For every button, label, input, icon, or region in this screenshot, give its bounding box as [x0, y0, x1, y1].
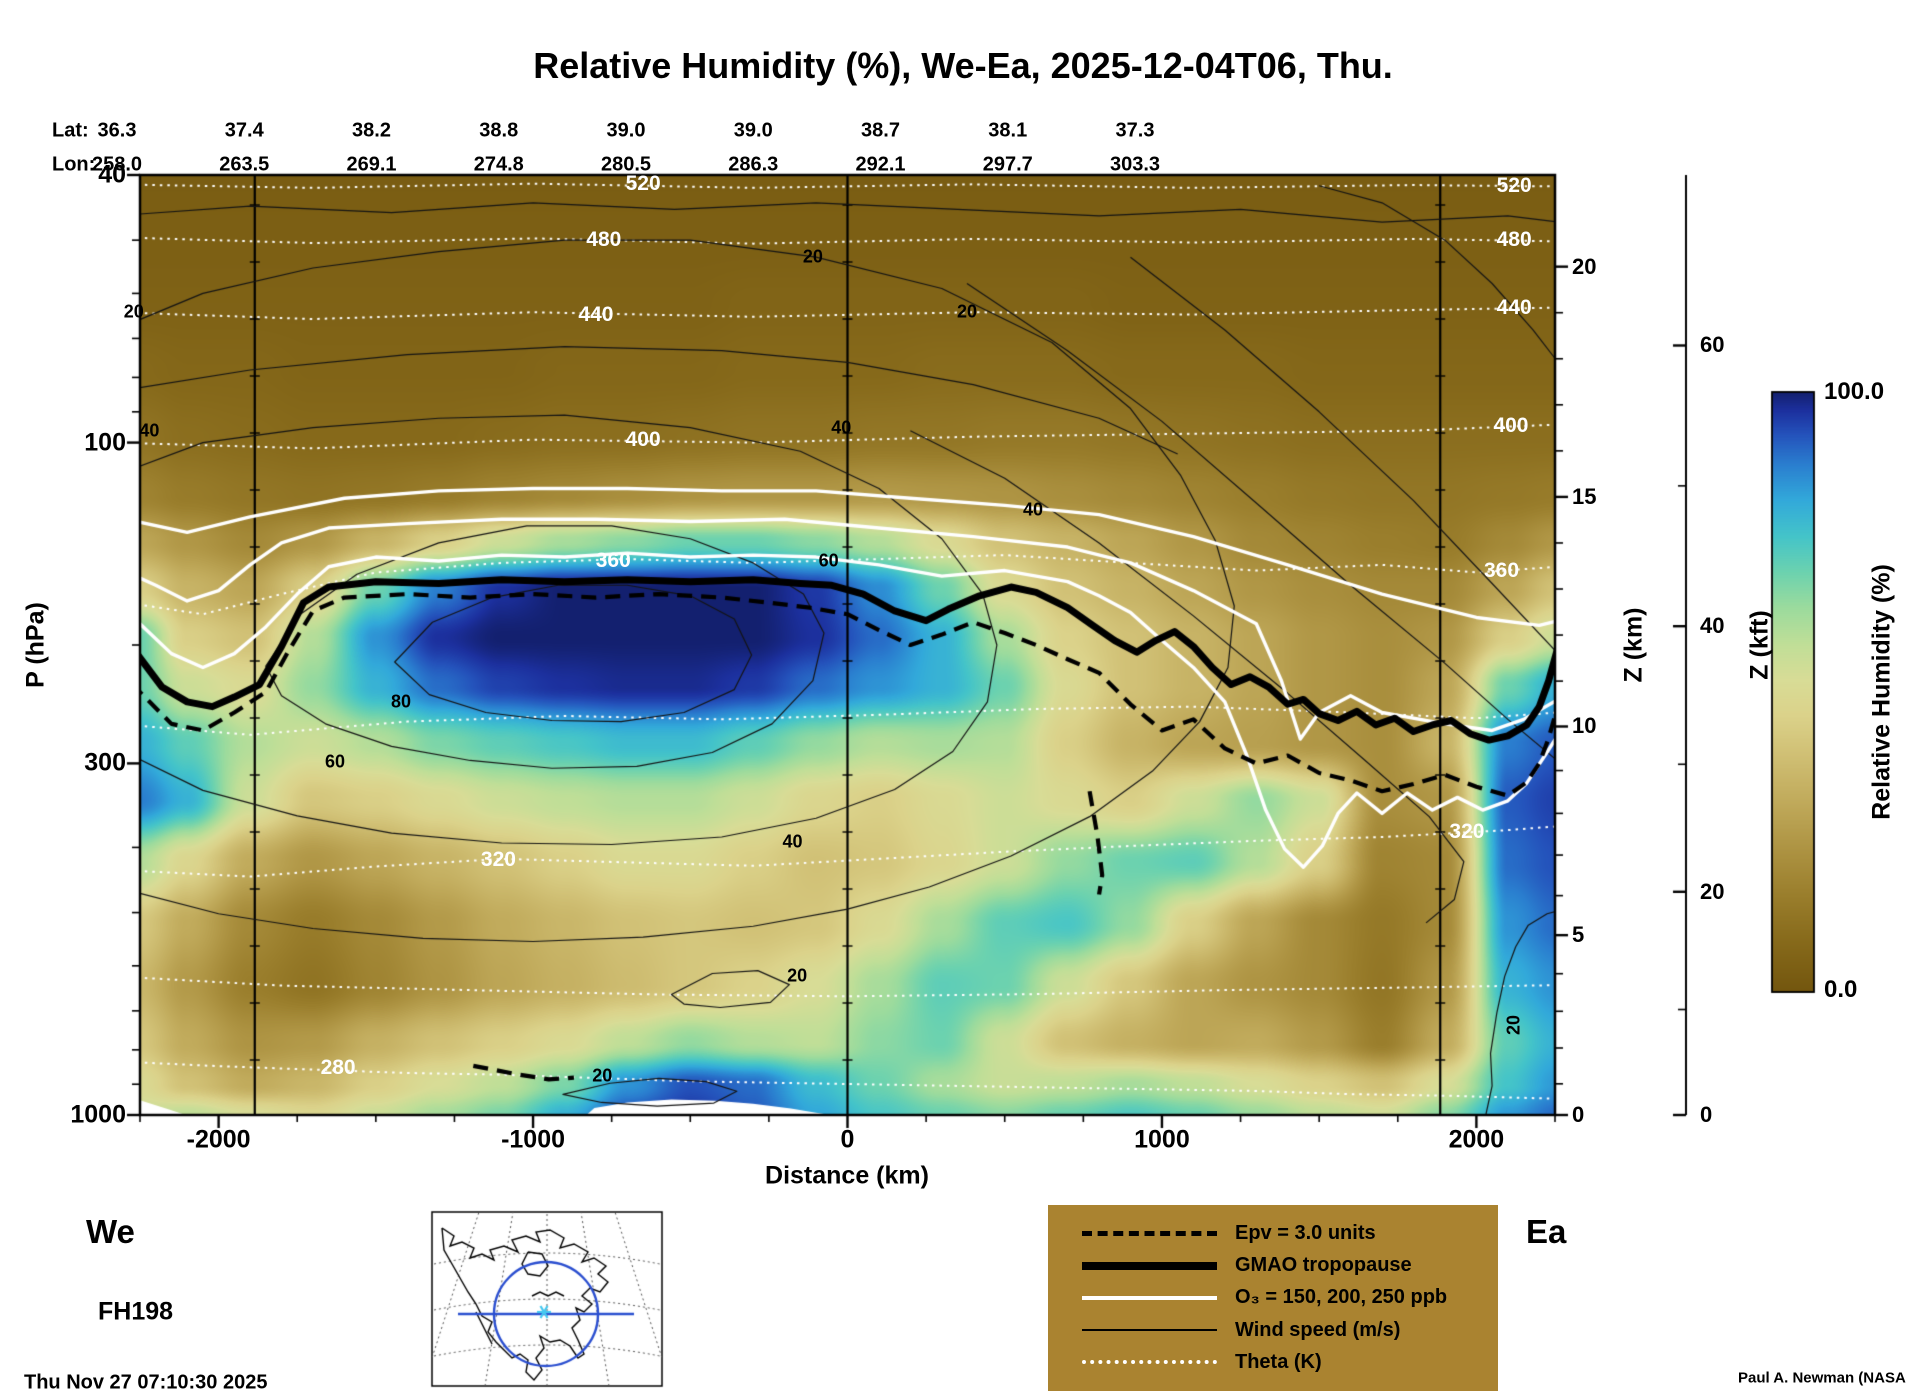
lon-value: 263.5: [219, 153, 270, 176]
lat-value: 37.3: [1115, 119, 1155, 142]
theta-contour-label: 520: [625, 172, 661, 196]
colorbar-max-label: 100.0: [1824, 378, 1885, 405]
pressure-axis-title: P (hPa): [21, 602, 50, 688]
theta-contour-label: 360: [595, 548, 631, 572]
wind-contour-label: 20: [956, 301, 977, 322]
legend-entry: Epv = 3.0 units: [1082, 1222, 1488, 1245]
lon-value: 303.3: [1109, 153, 1161, 176]
legend-line-sample-dashed-black: [1082, 1231, 1217, 1237]
zkm-axis-title: Z (km): [1619, 607, 1648, 683]
distance-tick-label: -2000: [186, 1125, 251, 1154]
distance-tick-label: 0: [840, 1125, 855, 1154]
legend-entry-label: O₃ = 150, 200, 250 ppb: [1235, 1286, 1448, 1309]
legend: Epv = 3.0 units GMAO tropopause O₃ = 150, …: [1048, 1205, 1498, 1391]
wind-contour-label: 20: [123, 301, 144, 322]
wind-contour-label: 80: [390, 691, 411, 712]
theta-contour-label: 400: [625, 427, 661, 451]
distance-axis-title: Distance (km): [765, 1161, 929, 1190]
wind-contour-label: 20: [592, 1065, 613, 1086]
pressure-tick-label: 1000: [70, 1100, 126, 1129]
wind-contour-label: 20: [1503, 1015, 1524, 1036]
wind-contour-label: 40: [139, 420, 160, 441]
figure-title: Relative Humidity (%), We-Ea, 2025-12-04…: [533, 45, 1393, 86]
legend-entry: Theta (K): [1082, 1351, 1488, 1374]
theta-contour-label: 320: [480, 848, 516, 872]
lat-value: 37.4: [224, 119, 264, 142]
zkft-tick-label: 20: [1700, 878, 1725, 904]
zkft-tick-label: 0: [1700, 1102, 1713, 1127]
wind-contour-label: 60: [324, 751, 345, 772]
east-endpoint-label: Ea: [1526, 1213, 1567, 1250]
zkm-tick-label: 0: [1572, 1102, 1585, 1127]
lon-value: 280.5: [600, 153, 652, 176]
legend-entry-label: Theta (K): [1235, 1350, 1322, 1373]
lon-axis-prefix: Lon:: [52, 153, 96, 176]
wind-contour-label: 20: [802, 246, 823, 267]
zkft-axis-title: Z (kft): [1745, 610, 1774, 680]
legend-entry: GMAO tropopause: [1082, 1254, 1488, 1277]
wind-contour-label: 20: [787, 965, 808, 986]
west-endpoint-label: We: [86, 1213, 135, 1250]
lat-value: 39.0: [606, 119, 646, 142]
lat-value: 38.1: [988, 119, 1028, 142]
zkm-tick-label: 20: [1572, 253, 1597, 279]
theta-contour-label: 360: [1484, 558, 1520, 582]
pressure-tick-label: 300: [84, 748, 126, 777]
wind-contour-label: 40: [831, 417, 852, 438]
zkm-tick-label: 10: [1572, 713, 1597, 739]
lat-value: 38.8: [479, 119, 519, 142]
theta-contour-label: 400: [1493, 414, 1529, 438]
distance-tick-label: -1000: [501, 1125, 566, 1154]
legend-entry: Wind speed (m/s): [1082, 1319, 1488, 1342]
lon-value: 258.0: [91, 153, 143, 176]
colorbar-min-label: 0.0: [1824, 976, 1858, 1003]
legend-entry-label: Wind speed (m/s): [1235, 1318, 1401, 1341]
forecast-hour-label: FH198: [98, 1297, 174, 1326]
lat-value: 39.0: [733, 119, 773, 142]
lat-axis-prefix: Lat:: [52, 119, 89, 142]
legend-entry: O₃ = 150, 200, 250 ppb: [1082, 1286, 1488, 1309]
lon-value: 286.3: [728, 153, 779, 176]
theta-contour-label: 320: [1449, 820, 1485, 844]
lat-value: 38.7: [861, 119, 900, 142]
legend-line-sample-thin-black: [1082, 1329, 1217, 1332]
lon-value: 297.7: [982, 153, 1033, 176]
theta-contour-label: 440: [578, 302, 614, 326]
lon-value: 274.8: [473, 153, 524, 176]
distance-tick-label: 2000: [1448, 1125, 1505, 1154]
legend-entry-label: GMAO tropopause: [1235, 1254, 1412, 1277]
wind-contour-label: 40: [1023, 499, 1044, 520]
theta-contour-label: 480: [1496, 228, 1532, 252]
wind-contour-label: 40: [782, 831, 803, 852]
pressure-tick-label: 40: [98, 160, 126, 189]
theta-contour-label: 480: [586, 228, 622, 252]
lon-value: 292.1: [855, 153, 906, 176]
wind-contour-label: 60: [818, 550, 839, 571]
legend-line-sample-thick-white: [1082, 1295, 1217, 1300]
lat-value: 36.3: [97, 119, 137, 142]
zkm-tick-label: 15: [1572, 483, 1597, 509]
theta-contour-label: 520: [1496, 174, 1532, 198]
legend-line-sample-dotted-white: [1082, 1360, 1217, 1365]
legend-entry-label: Epv = 3.0 units: [1235, 1222, 1376, 1245]
timestamp: Thu Nov 27 07:10:30 2025: [24, 1371, 268, 1394]
colorbar-title: Relative Humidity (%): [1867, 564, 1896, 820]
theta-contour-label: 280: [320, 1056, 356, 1080]
zkft-tick-label: 40: [1700, 613, 1725, 639]
distance-tick-label: 1000: [1134, 1125, 1190, 1154]
theta-contour-label: 440: [1496, 295, 1532, 319]
pressure-tick-label: 100: [84, 428, 126, 457]
lat-value: 38.2: [352, 119, 391, 142]
zkft-tick-label: 60: [1700, 332, 1725, 358]
lon-value: 269.1: [346, 153, 397, 176]
credit: Paul A. Newman (NASA: [1738, 1369, 1906, 1387]
legend-line-sample-thick-black: [1082, 1261, 1217, 1270]
zkm-tick-label: 5: [1572, 922, 1585, 948]
